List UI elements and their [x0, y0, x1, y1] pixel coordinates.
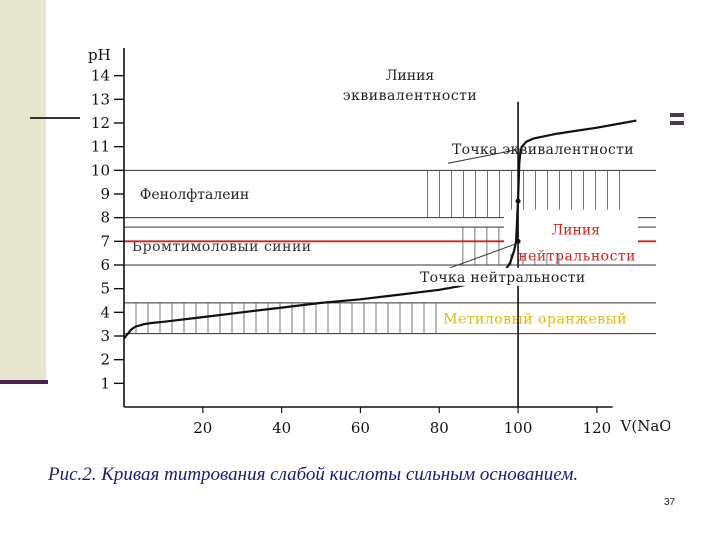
y-tick-label: 10 — [91, 161, 110, 179]
y-tick-label: 13 — [91, 90, 110, 108]
indicator-label-methyl-orange: Метиловый оранжевый — [443, 311, 627, 327]
equivalence-point-label: Точка эквивалентности — [452, 142, 634, 158]
page-number: 37 — [664, 497, 676, 508]
chart-panel: Фенолфталеин Бромтимоловый синий Метиловый… — [80, 40, 670, 438]
indicator-label-bromothymol: Бромтимоловый синий — [132, 239, 312, 255]
x-axis-label: V(NaOH), мл — [620, 417, 670, 435]
indicator-label-bg — [137, 185, 270, 203]
y-tick-label: 11 — [91, 138, 110, 156]
y-tick-label: 8 — [100, 209, 110, 227]
indicator-label-phenolphthalein: Фенолфталеин — [140, 187, 249, 203]
titration-curve — [123, 119, 637, 340]
x-tick-label: 100 — [504, 419, 533, 437]
titration-chart: Фенолфталеин Бромтимоловый синий Метиловый… — [88, 46, 670, 437]
sidebar-accent — [0, 380, 48, 384]
neutral-line-label: Линия — [551, 223, 600, 239]
equivalence-line-label: Линия — [386, 68, 435, 84]
figure-caption: Рис.2. Кривая титрования слабой кислоты … — [48, 464, 579, 485]
equivalence-point — [515, 198, 521, 204]
neutral-point-label: Точка нейтральности — [420, 270, 585, 286]
equivalence-line-label: эквивалентности — [343, 88, 477, 104]
neutral-point-label-bg — [416, 267, 612, 286]
y-tick-label: 1 — [100, 374, 110, 392]
y-tick-label: 9 — [100, 185, 110, 203]
neutral-line-label: нейтральности — [518, 249, 636, 265]
y-tick-label: 5 — [100, 280, 110, 298]
y-tick-label: 7 — [100, 232, 110, 250]
decor-line — [30, 117, 80, 119]
x-tick-label: 120 — [583, 419, 612, 437]
y-axis-label: pH — [88, 46, 111, 64]
y-tick-label: 12 — [91, 114, 110, 132]
y-tick-label: 14 — [91, 67, 110, 85]
x-tick-label: 60 — [351, 419, 370, 437]
x-tick-label: 40 — [272, 419, 291, 437]
x-tick-label: 80 — [430, 419, 449, 437]
x-tick-label: 20 — [193, 419, 212, 437]
decor-bar — [668, 121, 684, 125]
indicator-label-bg — [440, 309, 657, 328]
y-tick-label: 6 — [100, 256, 110, 274]
y-tick-label: 2 — [100, 351, 110, 369]
y-tick-label: 3 — [100, 327, 110, 345]
neutral-label-bg — [504, 209, 638, 254]
slide-sidebar — [0, 0, 46, 384]
equivalence-point-leader — [447, 148, 521, 164]
decor-bar — [668, 113, 684, 117]
y-tick-label: 4 — [100, 303, 110, 321]
